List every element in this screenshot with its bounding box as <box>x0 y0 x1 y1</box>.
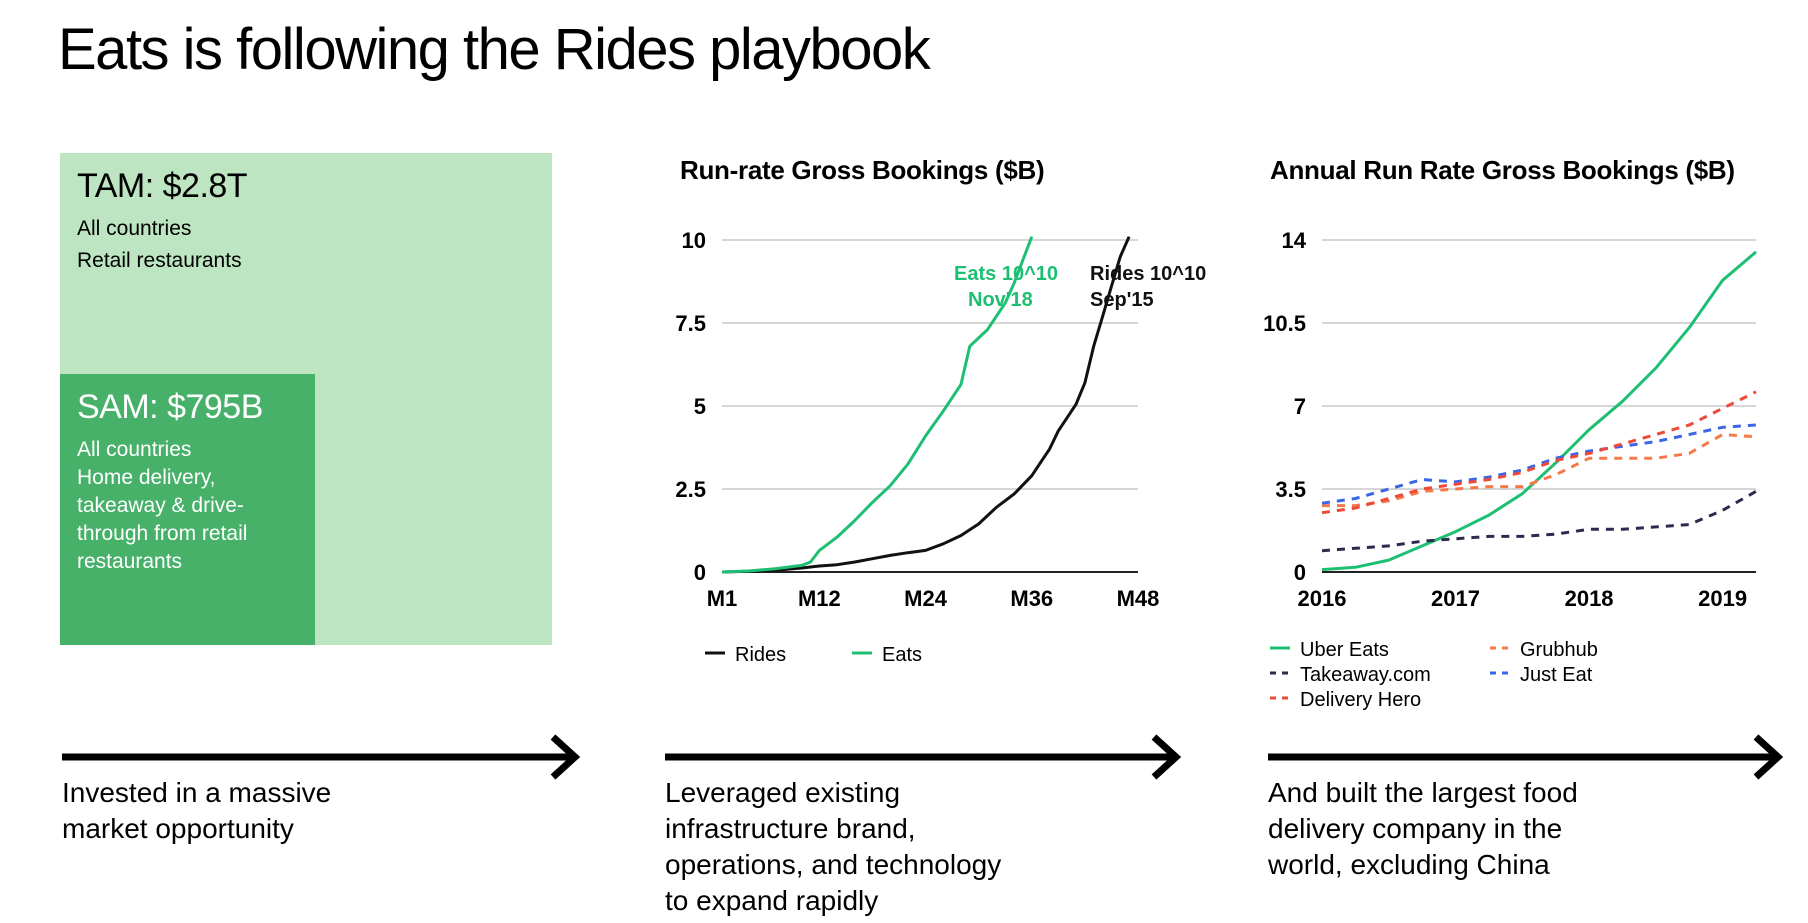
caption-line: Invested in a massive <box>62 777 332 808</box>
series-line-uber-eats <box>1321 250 1757 572</box>
arrow-head-icon <box>1151 734 1182 780</box>
x-tick-label: M24 <box>904 586 948 611</box>
annotation-rides: Sep'15 <box>1090 289 1154 311</box>
y-tick-label: 10.5 <box>1263 311 1306 336</box>
caption-col1: Invested in a massive market opportunity <box>62 775 331 847</box>
caption-col2: Leveraged existing infrastructure brand,… <box>665 775 1001 919</box>
tam-heading: TAM: $2.8T <box>77 167 248 205</box>
caption-line: operations, and technology <box>665 849 1002 880</box>
caption-col3: And built the largest food delivery comp… <box>1268 775 1578 883</box>
x-tick-label: 2019 <box>1698 586 1747 611</box>
caption-line: delivery company in the <box>1268 813 1563 844</box>
legend-label: Eats <box>882 644 922 666</box>
annotation-rides: Rides 10^10 <box>1090 263 1206 285</box>
sam-heading: SAM: $795B <box>77 388 263 426</box>
caption-line: to expand rapidly <box>665 885 879 916</box>
caption-line: world, excluding China <box>1268 849 1550 880</box>
chart1-title: Run-rate Gross Bookings ($B) <box>680 155 1045 185</box>
sam-box: SAM: $795B All countries Home delivery, … <box>60 374 315 645</box>
caption-line: infrastructure brand, <box>665 813 916 844</box>
legend-label: Grubhub <box>1520 639 1598 661</box>
chart2-title: Annual Run Rate Gross Bookings ($B) <box>1270 155 1735 185</box>
series-line-eats <box>721 236 1034 574</box>
legend-label: Rides <box>735 644 786 666</box>
y-tick-label: 5 <box>694 394 706 419</box>
series-line-just-eat <box>1321 423 1757 505</box>
tam-line: Retail restaurants <box>77 249 242 272</box>
arrow-head-icon <box>550 734 581 780</box>
y-tick-label: 0 <box>1294 560 1306 585</box>
y-tick-label: 7.5 <box>675 311 706 336</box>
legend-label: Takeaway.com <box>1300 664 1431 686</box>
sam-line: takeaway & drive- <box>77 494 244 517</box>
caption-line: And built the largest food <box>1268 777 1578 808</box>
sam-line: Home delivery, <box>77 466 216 489</box>
legend-label: Delivery Hero <box>1300 689 1421 711</box>
x-tick-label: M48 <box>1117 586 1160 611</box>
sam-line: restaurants <box>77 550 183 573</box>
y-tick-label: 3.5 <box>1275 477 1306 502</box>
y-tick-label: 7 <box>1294 394 1306 419</box>
series-line-rides <box>721 236 1131 574</box>
y-tick-label: 2.5 <box>675 477 706 502</box>
x-tick-label: M12 <box>798 586 841 611</box>
y-tick-label: 0 <box>694 560 706 585</box>
y-tick-label: 14 <box>1282 228 1307 253</box>
page-title: Eats is following the Rides playbook <box>58 17 931 82</box>
x-tick-label: 2018 <box>1565 586 1614 611</box>
series-line-grubhub <box>1322 433 1757 508</box>
legend-label: Uber Eats <box>1300 639 1389 661</box>
sam-line: All countries <box>77 438 192 461</box>
arrow-head-icon <box>1753 734 1784 780</box>
x-tick-label: 2016 <box>1298 586 1347 611</box>
series-line-takeaway-com <box>1321 490 1757 553</box>
tam-line: All countries <box>77 217 192 240</box>
annotation-eats: Eats 10^10 <box>954 263 1058 285</box>
x-tick-label: M36 <box>1010 586 1053 611</box>
caption-line: market opportunity <box>62 813 294 844</box>
annotation-eats: Nov'18 <box>968 289 1033 311</box>
legend-label: Just Eat <box>1520 664 1593 686</box>
x-tick-label: 2017 <box>1431 586 1480 611</box>
x-tick-label: M1 <box>707 586 738 611</box>
sam-line: through from retail <box>77 522 248 545</box>
y-tick-label: 10 <box>682 228 706 253</box>
caption-line: Leveraged existing <box>665 777 901 808</box>
